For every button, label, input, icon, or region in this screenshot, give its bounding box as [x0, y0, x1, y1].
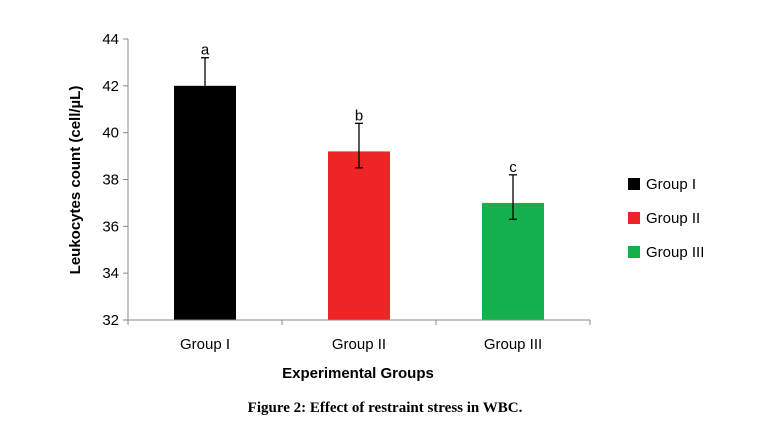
- legend-item: Group III: [628, 244, 704, 261]
- y-tick-label: 32: [102, 312, 119, 329]
- legend-swatch: [628, 212, 640, 224]
- legend-swatch: [628, 178, 640, 190]
- error-bar: [201, 57, 209, 86]
- y-tick-label: 44: [102, 31, 119, 48]
- legend-item: Group I: [628, 176, 696, 193]
- plot-area: a b c: [174, 42, 544, 320]
- bar: [174, 85, 236, 320]
- legend-label: Group III: [646, 244, 704, 261]
- legend-label: Group I: [646, 176, 696, 193]
- error-bar: [509, 174, 517, 220]
- legend-label: Group II: [646, 210, 700, 227]
- y-tick-label: 40: [102, 125, 119, 142]
- legend-item: Group II: [628, 210, 700, 227]
- y-tick-label: 42: [102, 78, 119, 95]
- y-tick-label: 36: [102, 218, 119, 235]
- significance-label: a: [201, 42, 210, 59]
- error-bar: [355, 122, 363, 169]
- bar: [328, 151, 390, 320]
- figure-caption: Figure 2: Effect of restraint stress in …: [248, 400, 523, 416]
- significance-label: c: [509, 159, 517, 176]
- y-axis: 32 34 36 38 40 42 44: [102, 31, 129, 329]
- x-tick-label: Group III: [484, 336, 542, 353]
- bar: [482, 202, 544, 320]
- y-axis-title: Leukocytes count (cell/µL): [67, 86, 84, 275]
- x-tick-label: Group I: [180, 336, 230, 353]
- x-axis: Group I Group II Group III: [127, 319, 591, 353]
- significance-label: b: [355, 107, 363, 124]
- x-axis-title: Experimental Groups: [282, 365, 434, 382]
- y-tick-label: 34: [102, 265, 119, 282]
- x-tick-label: Group II: [332, 336, 386, 353]
- legend-swatch: [628, 246, 640, 258]
- legend: Group I Group II Group III: [628, 176, 704, 261]
- y-tick-label: 38: [102, 172, 119, 189]
